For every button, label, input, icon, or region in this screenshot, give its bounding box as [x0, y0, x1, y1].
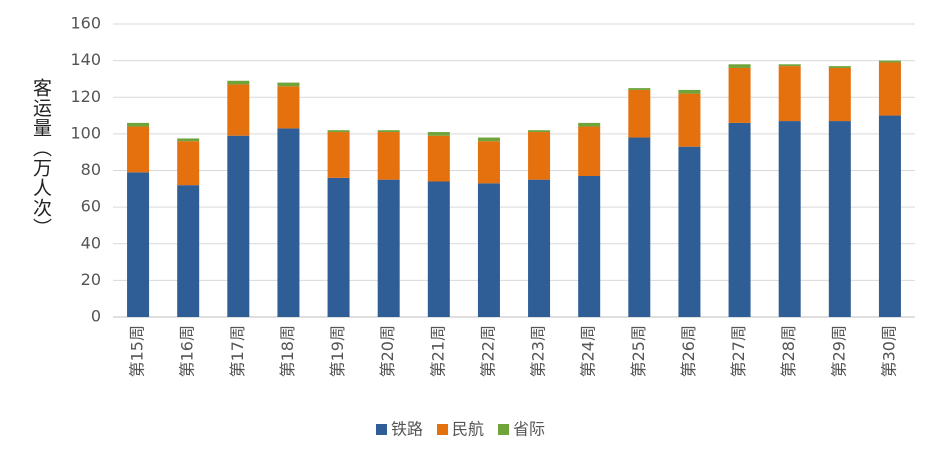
bar-segment	[477, 137, 500, 142]
bar-segment	[828, 66, 851, 68]
x-tick-label: 第25周	[629, 325, 648, 377]
bar-segment	[377, 179, 400, 317]
y-tick-label: 60	[81, 197, 101, 216]
bar-segment	[628, 137, 651, 317]
y-tick-label: 160	[70, 14, 101, 33]
legend-swatch	[376, 424, 387, 435]
x-tick-label: 第27周	[729, 325, 748, 377]
x-tick-label: 第20周	[378, 325, 397, 377]
bar-segment	[427, 135, 450, 182]
x-tick-label: 第24周	[579, 325, 598, 377]
bar-segment	[628, 89, 651, 138]
bar-segment	[828, 121, 851, 318]
bar-segment	[227, 80, 250, 85]
bar-segment	[878, 115, 901, 317]
bar-segment	[177, 185, 200, 317]
bar-segment	[427, 181, 450, 317]
bar-segment	[678, 93, 701, 147]
x-tick-label: 第30周	[879, 325, 898, 377]
bar-segment	[177, 141, 200, 186]
bar-segment	[778, 121, 801, 318]
x-tick-label: 第17周	[228, 325, 247, 377]
bar-segment	[578, 126, 601, 176]
x-tick-label: 第26周	[679, 325, 698, 377]
legend-label: 民航	[452, 420, 484, 439]
bar-segment	[678, 146, 701, 317]
legend-label: 省际	[513, 420, 545, 439]
bar-segment	[578, 122, 601, 127]
bar-segment	[377, 132, 400, 180]
bar-segment	[878, 62, 901, 116]
bar-segment	[578, 175, 601, 317]
bar-segment	[377, 130, 400, 133]
x-tick-label: 第15周	[128, 325, 147, 377]
x-tick-label: 第22周	[478, 325, 497, 377]
bar-segment	[227, 84, 250, 136]
bar-segment	[528, 130, 551, 133]
legend-swatch	[498, 424, 510, 435]
bar-segment	[728, 64, 751, 68]
y-tick-label: 40	[81, 233, 101, 252]
bar-segment	[227, 135, 250, 317]
bar-segment	[177, 138, 200, 142]
y-axis-label: 客运量（万人次）	[30, 78, 52, 238]
y-tick-label: 0	[91, 307, 101, 326]
bar-segment	[728, 122, 751, 317]
bar-segment	[327, 130, 350, 133]
bar-segment	[628, 88, 651, 90]
bar-segment	[828, 67, 851, 122]
bar-segment	[477, 183, 500, 317]
bar-segment	[477, 141, 500, 184]
bar-segment	[277, 128, 300, 317]
bar-segment	[277, 82, 300, 87]
y-tick-label: 20	[81, 270, 101, 289]
legend-swatch	[437, 424, 449, 435]
bar-segment	[678, 89, 701, 94]
x-tick-label: 第16周	[178, 325, 197, 377]
x-tick-label: 第29周	[829, 325, 848, 377]
bar-segment	[327, 177, 350, 317]
bar-segment	[277, 86, 300, 129]
bar-segment	[127, 122, 150, 127]
bar-segment	[878, 60, 901, 63]
bar-segment	[127, 172, 150, 317]
y-tick-label: 140	[70, 50, 101, 69]
legend-label: 铁路	[391, 420, 423, 439]
y-tick-label: 100	[70, 123, 101, 142]
y-tick-label: 80	[81, 160, 101, 179]
y-tick-label: 120	[70, 87, 101, 106]
x-tick-label: 第28周	[779, 325, 798, 377]
bar-segment	[728, 67, 751, 123]
bar-segment	[528, 179, 551, 317]
bar-segment	[427, 132, 450, 136]
x-tick-label: 第23周	[529, 325, 548, 377]
bar-segment	[778, 66, 801, 122]
x-tick-label: 第21周	[428, 325, 447, 377]
x-tick-label: 第18周	[278, 325, 297, 377]
x-tick-label: 第19周	[328, 325, 347, 377]
bar-segment	[327, 132, 350, 178]
bar-segment	[778, 64, 801, 67]
bar-segment	[127, 126, 150, 173]
bar-segment	[528, 132, 551, 180]
